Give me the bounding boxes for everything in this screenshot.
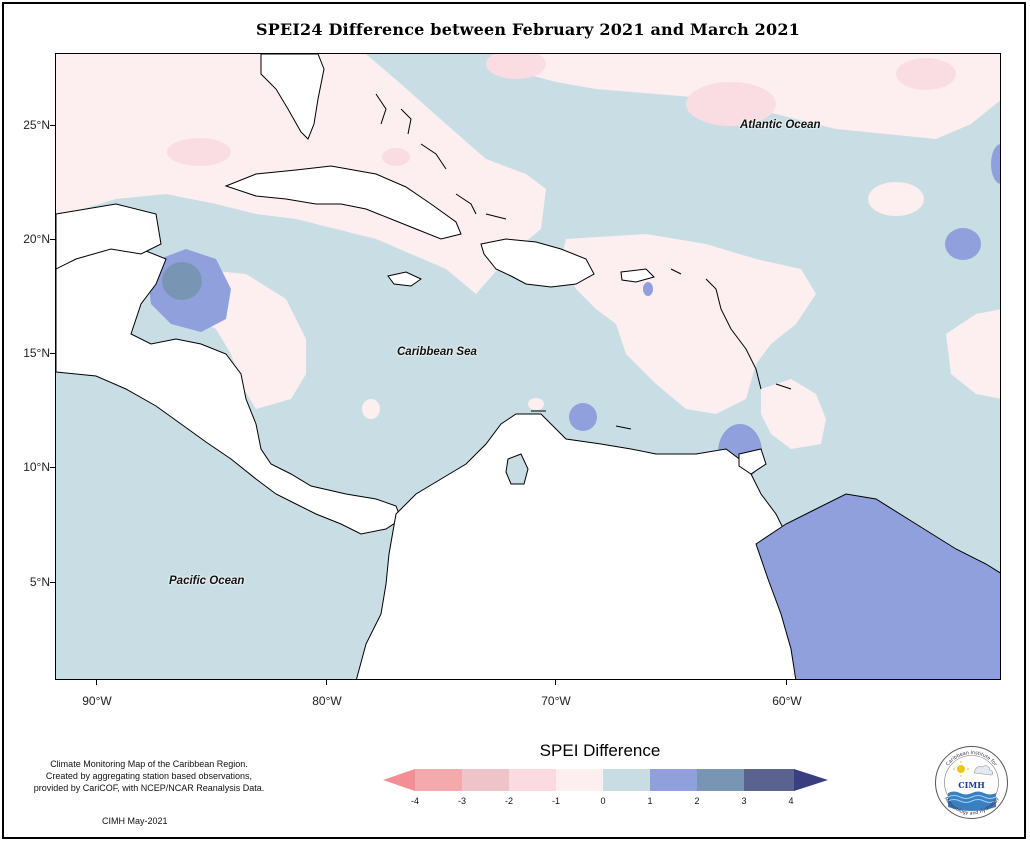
- legend-swatch: [415, 769, 462, 791]
- lon-tick: [96, 680, 97, 685]
- florida: [260, 54, 325, 140]
- lon-tick: [786, 680, 787, 685]
- note-line: provided by CariCOF, with NCEP/NCAR Rean…: [33, 783, 265, 793]
- legend-tick-label: -2: [504, 796, 513, 806]
- lat-label-20n: 20°N: [23, 232, 50, 246]
- sun-icon: [957, 765, 965, 773]
- legend-swatch: [697, 769, 744, 791]
- legend-tick-label: -1: [551, 796, 560, 806]
- note-line: Climate Monitoring Map of the Caribbean …: [50, 759, 248, 769]
- lat-label-15n: 15°N: [23, 346, 50, 360]
- lat-label-25n: 25°N: [23, 118, 50, 132]
- lon-tick: [326, 680, 327, 685]
- cuba: [224, 165, 462, 240]
- hispaniola: [480, 238, 595, 288]
- legend-swatch-gt-4: [794, 769, 828, 791]
- land-masses: [56, 54, 1000, 679]
- lat-tick: [50, 467, 55, 468]
- legend-swatch: [556, 769, 603, 791]
- legend-swatch: [650, 769, 697, 791]
- cloud-icon: [973, 765, 993, 776]
- legend-swatch: [509, 769, 556, 791]
- legend-tick-label: 0: [600, 796, 606, 806]
- south-america: [356, 413, 802, 679]
- legend-tick-label: 2: [694, 796, 700, 806]
- lat-tick: [50, 125, 55, 126]
- color-legend: [383, 769, 828, 791]
- legend-tick-label: -4: [410, 796, 419, 806]
- data-source-note: Climate Monitoring Map of the Caribbean …: [18, 758, 280, 794]
- note-line: Created by aggregating station based obs…: [45, 771, 253, 781]
- yucatan: [56, 203, 162, 270]
- pacific-ocean-label: Pacific Ocean: [169, 575, 245, 587]
- trinidad: [738, 448, 767, 475]
- field-2-to-3: [162, 262, 202, 300]
- logo-center-text: CIMH: [958, 780, 985, 790]
- legend-tick-label: 3: [741, 796, 747, 806]
- lon-label-70w: 70°W: [541, 694, 571, 708]
- lat-tick: [50, 239, 55, 240]
- map-title: SPEI24 Difference between February 2021 …: [255, 20, 801, 39]
- small-islands: [375, 93, 792, 430]
- map-panel: [55, 53, 1001, 680]
- legend-swatch: [603, 769, 650, 791]
- note-footer: CIMH May-2021: [102, 816, 168, 826]
- central-america: [56, 243, 402, 535]
- caribbean-sea-label: Caribbean Sea: [397, 346, 477, 358]
- lon-tick: [555, 680, 556, 685]
- lon-label-80w: 80°W: [312, 694, 342, 708]
- lat-label-5n: 5°N: [29, 575, 50, 589]
- legend-swatch: [744, 769, 794, 791]
- field-minus2-to-minus1: [167, 54, 956, 166]
- puerto-rico: [620, 268, 655, 283]
- lon-label-90w: 90°W: [82, 694, 112, 708]
- legend-swatch: [462, 769, 509, 791]
- lake-maracaibo: [505, 453, 529, 485]
- lat-label-10n: 10°N: [23, 460, 50, 474]
- map-canvas: [56, 54, 1000, 679]
- legend-tick-label: 1: [647, 796, 653, 806]
- jamaica: [387, 271, 422, 287]
- legend-swatch-lt-minus3: [383, 769, 415, 791]
- cimh-logo: CIMH Caribbean Institute for Meteorology…: [935, 746, 1008, 819]
- legend-title: SPEI Difference: [539, 741, 661, 760]
- guianas: [755, 493, 1000, 679]
- lat-tick: [50, 582, 55, 583]
- atlantic-ocean-label: Atlantic Ocean: [740, 119, 821, 131]
- legend-tick-label: 4: [788, 796, 794, 806]
- lat-tick: [50, 353, 55, 354]
- lon-label-60w: 60°W: [772, 694, 802, 708]
- legend-tick-label: -3: [457, 796, 466, 806]
